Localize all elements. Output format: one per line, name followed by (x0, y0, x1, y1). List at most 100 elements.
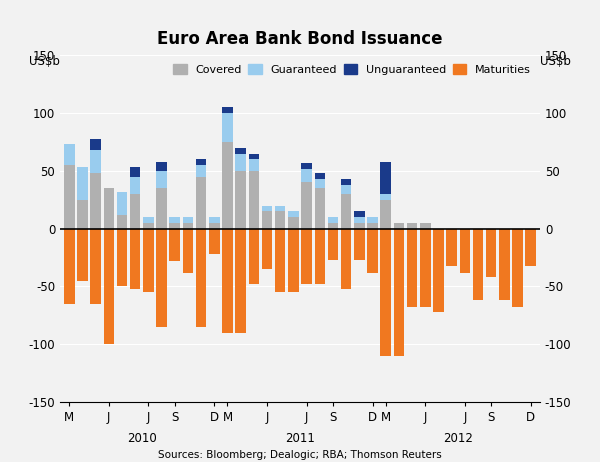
Bar (328, 217, 338, 223)
Bar (209, 223, 220, 229)
Bar (248, 153, 259, 159)
Bar (420, 223, 431, 229)
Bar (367, 229, 378, 273)
Bar (288, 229, 299, 292)
Bar (235, 148, 246, 153)
Bar (301, 163, 312, 169)
Bar (262, 212, 272, 229)
Bar (209, 229, 220, 254)
Text: US$b: US$b (29, 55, 59, 68)
Bar (117, 229, 127, 286)
Bar (235, 229, 246, 333)
Bar (275, 212, 286, 229)
Bar (209, 217, 220, 223)
Bar (473, 229, 483, 300)
Title: Euro Area Bank Bond Issuance: Euro Area Bank Bond Issuance (157, 30, 443, 49)
Bar (460, 229, 470, 273)
Bar (275, 206, 286, 212)
Bar (64, 144, 74, 165)
Bar (288, 217, 299, 229)
Text: US$b: US$b (541, 55, 571, 68)
Bar (130, 229, 140, 289)
Bar (394, 223, 404, 229)
Bar (143, 217, 154, 223)
Bar (248, 159, 259, 171)
Bar (354, 211, 365, 217)
Bar (314, 188, 325, 229)
Bar (301, 182, 312, 229)
Bar (499, 229, 509, 300)
Bar (380, 162, 391, 194)
Bar (222, 142, 233, 229)
Bar (288, 211, 299, 217)
Bar (91, 229, 101, 304)
Bar (117, 215, 127, 229)
Bar (341, 194, 352, 229)
Bar (156, 162, 167, 171)
Bar (130, 194, 140, 229)
Bar (156, 188, 167, 229)
Bar (196, 176, 206, 229)
Bar (314, 229, 325, 284)
Bar (130, 167, 140, 176)
Bar (196, 229, 206, 327)
Bar (407, 223, 418, 229)
Legend: Covered, Guaranteed, Unguaranteed, Maturities: Covered, Guaranteed, Unguaranteed, Matur… (170, 61, 535, 78)
Bar (262, 206, 272, 212)
Bar (235, 171, 246, 229)
Bar (275, 229, 286, 292)
Bar (328, 229, 338, 260)
Bar (130, 177, 140, 194)
Bar (367, 223, 378, 229)
Bar (182, 217, 193, 223)
Bar (169, 229, 180, 261)
Bar (341, 229, 352, 289)
Text: Sources: Bloomberg; Dealogic; RBA; Thomson Reuters: Sources: Bloomberg; Dealogic; RBA; Thoms… (158, 450, 442, 460)
Bar (354, 217, 365, 223)
Bar (301, 229, 312, 284)
Bar (328, 223, 338, 229)
Bar (169, 223, 180, 229)
Bar (420, 229, 431, 307)
Bar (91, 139, 101, 150)
Bar (104, 188, 114, 229)
Bar (91, 150, 101, 173)
Bar (380, 194, 391, 200)
Bar (354, 229, 365, 260)
Bar (156, 229, 167, 327)
Bar (512, 229, 523, 307)
Bar (77, 200, 88, 229)
Bar (77, 168, 88, 200)
Bar (248, 171, 259, 229)
Bar (104, 229, 114, 344)
Bar (380, 229, 391, 356)
Bar (222, 108, 233, 113)
Bar (91, 173, 101, 229)
Bar (526, 229, 536, 266)
Bar (64, 229, 74, 304)
Bar (182, 229, 193, 273)
Text: 2011: 2011 (285, 432, 315, 445)
Bar (64, 165, 74, 229)
Bar (169, 217, 180, 223)
Bar (235, 153, 246, 171)
Text: 2012: 2012 (443, 432, 473, 445)
Bar (143, 223, 154, 229)
Bar (196, 159, 206, 165)
Bar (248, 229, 259, 284)
Bar (341, 185, 352, 194)
Bar (446, 229, 457, 266)
Bar (367, 217, 378, 223)
Bar (117, 192, 127, 215)
Bar (314, 179, 325, 188)
Bar (156, 171, 167, 188)
Bar (314, 173, 325, 179)
Bar (143, 229, 154, 292)
Bar (301, 169, 312, 182)
Bar (196, 165, 206, 176)
Bar (433, 229, 444, 312)
Bar (486, 229, 496, 277)
Bar (77, 229, 88, 280)
Bar (222, 229, 233, 333)
Text: 2010: 2010 (127, 432, 157, 445)
